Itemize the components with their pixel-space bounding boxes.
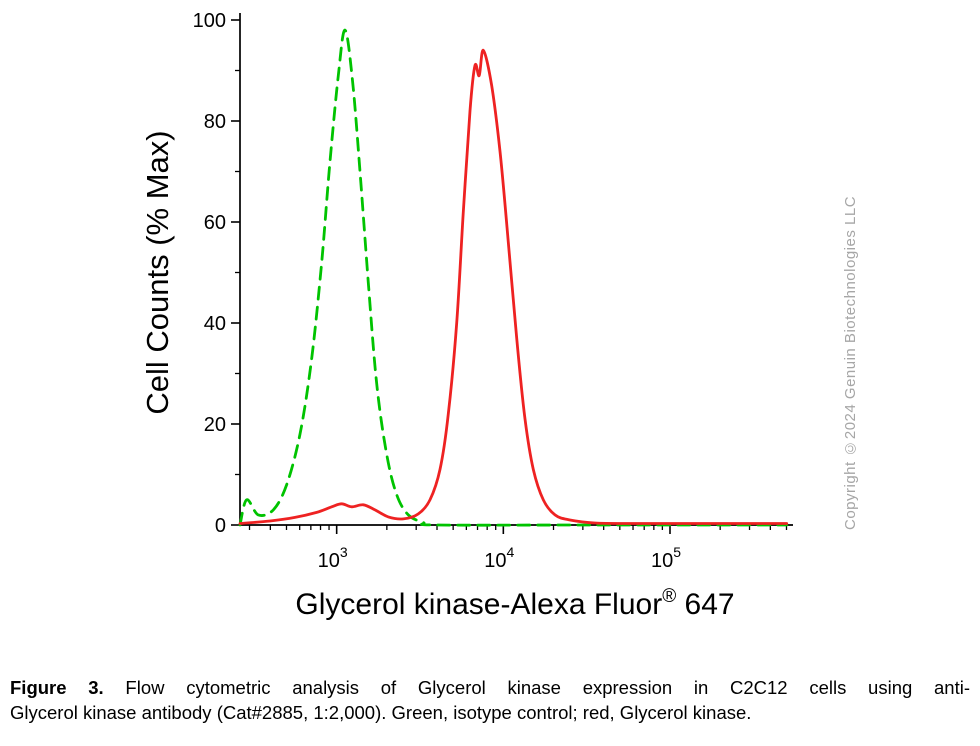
caption-line-1: Figure 3. Flow cytometric analysis of Gl… bbox=[10, 676, 970, 701]
svg-text:Glycerol kinase-Alexa Fluor® 6: Glycerol kinase-Alexa Fluor® 647 bbox=[295, 586, 734, 621]
svg-text:60: 60 bbox=[204, 212, 226, 234]
copyright-text: Copyright ©2024 Genuin Biotechnologies L… bbox=[842, 195, 859, 530]
svg-text:0: 0 bbox=[215, 515, 226, 537]
flow-histogram-chart: 0 20 40 60 80 100 103 104 105 Cell Counts (% Max)… bbox=[140, 10, 793, 621]
svg-text:104: 104 bbox=[484, 544, 514, 572]
svg-text:100: 100 bbox=[193, 10, 226, 32]
svg-text:105: 105 bbox=[651, 544, 681, 572]
svg-text:20: 20 bbox=[204, 414, 226, 436]
caption-line2-text: Glycerol kinase antibody (Cat#2885, 1:2,… bbox=[10, 701, 752, 723]
figure-caption: Figure 3. Flow cytometric analysis of Gl… bbox=[10, 676, 970, 726]
svg-text:Cell Counts (% Max): Cell Counts (% Max) bbox=[140, 130, 175, 414]
chart-canvas: 0 20 40 60 80 100 103 104 105 Cell Counts (% Max)… bbox=[140, 10, 793, 621]
svg-text:40: 40 bbox=[204, 313, 226, 335]
svg-text:103: 103 bbox=[318, 544, 348, 572]
caption-line-2: Glycerol kinase antibody (Cat#2885, 1:2,… bbox=[10, 701, 970, 726]
svg-text:80: 80 bbox=[204, 111, 226, 133]
caption-line1-text: Flow cytometric analysis of Glycerol kin… bbox=[103, 677, 970, 698]
caption-figure-label: Figure 3. bbox=[10, 677, 104, 698]
